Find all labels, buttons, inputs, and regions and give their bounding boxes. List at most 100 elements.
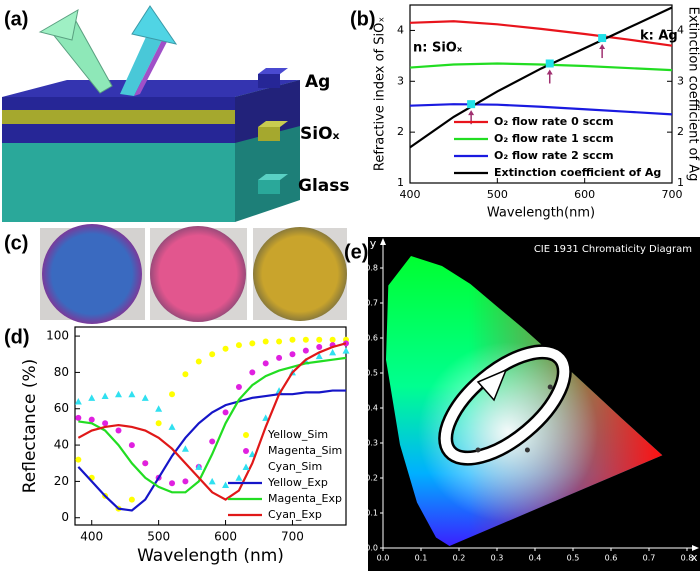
data-marker: [262, 360, 269, 367]
key-ag: [258, 74, 280, 88]
y-tick-label: 0.0: [365, 544, 378, 553]
data-marker: [155, 420, 162, 427]
y2-tick-label: 4: [677, 23, 684, 36]
annotation: k: Ag: [640, 29, 678, 44]
data-marker: [276, 338, 283, 345]
x-tick-label: 0.2: [453, 554, 466, 563]
cycle-ring: [440, 346, 570, 464]
y-tick-label: 80: [54, 365, 69, 379]
data-marker: [195, 463, 203, 470]
data-marker: [88, 394, 96, 401]
x-tick-label: 600: [574, 188, 595, 201]
data-marker: [209, 438, 216, 445]
data-marker: [276, 354, 283, 361]
data-line: [409, 103, 673, 116]
glass-layer: [2, 143, 235, 222]
locus-white: [386, 256, 663, 546]
layer-label: SiOₓ: [300, 124, 340, 144]
sample-disk: [150, 226, 246, 322]
photos: (c): [4, 224, 347, 324]
legend-label: Magenta_Exp: [268, 492, 342, 505]
y-axis-label: Refractive index of SiOₓ: [373, 17, 388, 171]
x-tick-label: 400: [80, 530, 103, 544]
reflected-arrow-band: [134, 34, 170, 96]
data-marker: [195, 358, 202, 365]
layer-label: Glass: [298, 176, 350, 196]
y-tick-label: 3: [397, 74, 404, 87]
x-tick-label: 400: [400, 188, 421, 201]
spectral-locus: [386, 256, 663, 546]
panel-label: (a): [4, 8, 28, 30]
data-marker: [289, 336, 296, 343]
data-marker: [101, 392, 109, 400]
data-marker: [342, 347, 350, 354]
data-marker: [128, 442, 135, 449]
legend-marker: [243, 448, 249, 454]
data-marker: [249, 340, 256, 347]
pointer-arrowhead: [599, 44, 606, 50]
panel-label: (d): [4, 326, 30, 348]
data-marker: [235, 474, 243, 481]
data-marker: [222, 345, 229, 352]
data-point: [475, 447, 481, 453]
reflected-arrow: [120, 28, 165, 96]
data-marker: [102, 420, 109, 427]
sample-disk: [253, 227, 347, 321]
cycle-arrow: [438, 344, 572, 466]
y-tick-label: 0.7: [365, 299, 378, 308]
legend-label: Cyan_Sim: [268, 460, 322, 473]
x-axis-label: x: [691, 551, 698, 564]
schematic: (a) Ag SiOₓ Glass: [2, 5, 350, 222]
x-axis-arrow: [692, 545, 699, 551]
data-marker: [75, 456, 82, 463]
x-axis-label: Wavelength(nm): [487, 206, 595, 221]
data-marker: [169, 480, 176, 487]
y2-tick-label: 2: [677, 125, 684, 138]
sample-disk: [42, 224, 142, 324]
reflected-arrow-head: [131, 5, 178, 45]
data-marker: [262, 338, 269, 345]
data-marker: [209, 351, 216, 358]
legend-label: Magenta_Sim: [268, 444, 342, 457]
data-line: [409, 20, 673, 47]
data-marker: [169, 391, 176, 398]
data-marker: [168, 423, 176, 430]
legend-label: O₂ flow rate 0 sccm: [494, 115, 614, 128]
x-tick-label: 700: [662, 188, 683, 201]
plot-frame: [74, 326, 347, 526]
ag-layer: [2, 97, 235, 110]
data-marker: [208, 477, 216, 485]
highlight-point: [598, 34, 607, 43]
data-marker: [142, 460, 149, 467]
data-marker: [289, 351, 296, 358]
pointer-arrowhead: [468, 110, 475, 116]
incident-arrow-head: [38, 9, 79, 41]
x-tick-label: 0.0: [377, 554, 390, 563]
cie-background: [368, 237, 700, 571]
data-marker: [222, 481, 230, 489]
y-axis-label: Reflectance (%): [20, 359, 40, 494]
siox-layer: [2, 110, 235, 124]
annotation: n: SiOₓ: [413, 41, 463, 56]
y-tick-label: 40: [54, 438, 69, 452]
data-marker: [128, 390, 136, 398]
data-marker: [315, 352, 323, 360]
data-marker: [74, 397, 82, 405]
data-point: [547, 384, 553, 390]
highlight-point: [545, 59, 554, 68]
key-glass: [258, 180, 280, 194]
legend-label: O₂ flow rate 2 sccm: [494, 149, 614, 162]
data-marker: [115, 427, 122, 434]
data-marker: [262, 414, 270, 421]
data-marker: [182, 478, 189, 485]
data-marker: [141, 394, 149, 401]
y-tick-label: 0.4: [365, 404, 378, 413]
y-tick-label: 0.3: [365, 439, 378, 448]
y2-axis-label: Extinction coefficient of Ag: [686, 7, 700, 182]
y-tick-label: 0.2: [365, 474, 378, 483]
data-line: [77, 389, 346, 512]
data-marker: [155, 405, 163, 412]
x-tick-label: 700: [281, 530, 304, 544]
x-tick-label: 0.5: [567, 554, 580, 563]
